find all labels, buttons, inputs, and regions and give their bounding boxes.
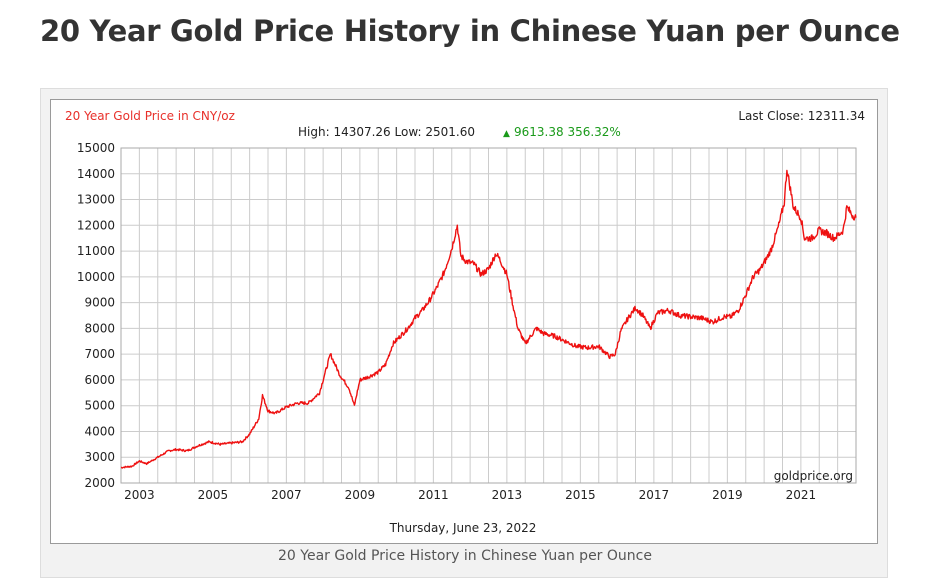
y-tick-label: 10000 <box>77 270 115 284</box>
y-tick-label: 14000 <box>77 167 115 181</box>
y-tick-label: 2000 <box>84 476 115 490</box>
plot-border <box>120 147 857 484</box>
x-tick-label: 2011 <box>418 488 449 502</box>
y-tick-label: 15000 <box>77 141 115 155</box>
x-tick-label: 2013 <box>492 488 523 502</box>
watermark: goldprice.org <box>774 469 853 483</box>
series-label: 20 Year Gold Price in CNY/oz <box>65 109 235 123</box>
grid-lines <box>120 147 857 484</box>
chart-frame: 2000 3000 4000 5000 6000 7000 8000 9000 10000 110… <box>50 99 878 544</box>
x-tick-label: 2017 <box>639 488 670 502</box>
page-title: 20 Year Gold Price History in Chinese Yu… <box>40 14 900 48</box>
x-tick-label: 2005 <box>198 488 229 502</box>
up-arrow-icon: ▲ <box>503 129 510 139</box>
y-tick-label: 12000 <box>77 218 115 232</box>
x-axis-ticks: 2003 2005 2007 2009 2011 2013 2015 2017 2019 2021 <box>124 488 816 502</box>
y-tick-label: 13000 <box>77 193 115 207</box>
chart-figure: 2000 3000 4000 5000 6000 7000 8000 9000 10000 110… <box>40 88 888 578</box>
x-tick-label: 2007 <box>271 488 302 502</box>
price-line <box>120 169 857 469</box>
y-tick-label: 3000 <box>84 450 115 464</box>
last-close-label: Last Close: 12311.34 <box>738 109 865 123</box>
y-tick-label: 4000 <box>84 424 115 438</box>
y-tick-label: 8000 <box>84 321 115 335</box>
x-tick-label: 2003 <box>124 488 155 502</box>
x-tick-label: 2021 <box>786 488 817 502</box>
y-axis-ticks: 2000 3000 4000 5000 6000 7000 8000 9000 10000 110… <box>77 141 115 490</box>
x-tick-label: 2015 <box>565 488 596 502</box>
chart-caption: 20 Year Gold Price History in Chinese Yu… <box>278 548 652 564</box>
gold-price-chart: 2000 3000 4000 5000 6000 7000 8000 9000 10000 110… <box>65 109 865 535</box>
x-tick-label: 2009 <box>345 488 376 502</box>
y-tick-label: 5000 <box>84 399 115 413</box>
date-label: Thursday, June 23, 2022 <box>389 521 537 535</box>
y-tick-label: 6000 <box>84 373 115 387</box>
y-tick-label: 7000 <box>84 347 115 361</box>
y-tick-label: 11000 <box>77 244 115 258</box>
x-tick-label: 2019 <box>712 488 743 502</box>
high-low-label: High: 14307.26 Low: 2501.60 <box>298 125 475 139</box>
change-label: 9613.38 356.32% <box>514 125 621 139</box>
y-tick-label: 9000 <box>84 296 115 310</box>
